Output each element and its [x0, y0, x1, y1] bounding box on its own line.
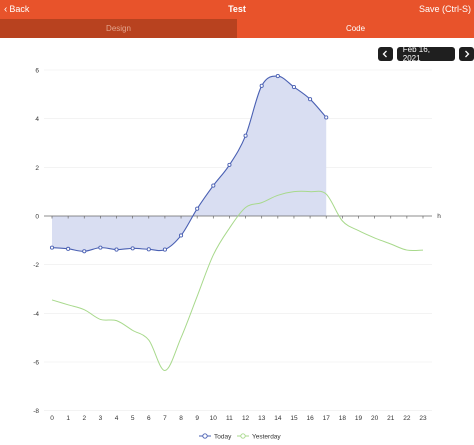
- x-tick-label: 17: [323, 415, 331, 422]
- y-tick-label: -4: [33, 311, 39, 318]
- x-tick-label: 18: [339, 415, 347, 422]
- data-point: [324, 115, 329, 120]
- data-point: [49, 245, 55, 250]
- tab-design[interactable]: Design: [0, 19, 237, 38]
- data-point: [211, 183, 216, 188]
- y-tick-label: -2: [33, 262, 39, 269]
- data-point: [114, 247, 119, 252]
- page-title: Test: [228, 4, 246, 14]
- back-label: Back: [9, 4, 30, 14]
- x-tick-label: 6: [147, 415, 151, 422]
- back-button[interactable]: ‹ Back: [4, 4, 29, 14]
- x-tick-label: 0: [50, 415, 54, 422]
- y-tick-label: 2: [35, 165, 39, 172]
- x-tick-label: 23: [419, 415, 427, 422]
- y-tick-label: -6: [33, 360, 39, 367]
- navbar: ‹ Back Test Save (Ctrl-S): [0, 0, 474, 19]
- x-tick-label: 10: [210, 415, 218, 422]
- data-point: [243, 133, 248, 138]
- x-tick-label: 14: [274, 415, 282, 422]
- data-point: [195, 206, 200, 211]
- x-tick-label: 11: [226, 415, 233, 422]
- chevron-left-icon: [382, 50, 388, 58]
- data-point: [82, 249, 87, 254]
- data-point: [259, 83, 264, 88]
- next-day-button[interactable]: [459, 47, 474, 61]
- data-point: [178, 233, 184, 238]
- x-tick-label: 13: [258, 415, 266, 422]
- legend-entry-label: Today: [214, 433, 232, 440]
- y-tick-label: 6: [35, 68, 39, 75]
- data-point: [146, 247, 151, 252]
- date-label[interactable]: Feb 16, 2021: [396, 45, 456, 63]
- y-tick-label: 0: [35, 214, 39, 221]
- date-picker: Feb 16, 2021: [378, 45, 474, 63]
- x-tick-label: 2: [82, 415, 86, 422]
- prev-day-button[interactable]: [378, 47, 393, 61]
- x-tick-label: 9: [195, 415, 199, 422]
- x-tick-label: 15: [290, 415, 298, 422]
- data-point: [162, 247, 167, 252]
- x-tick-label: 5: [131, 415, 135, 422]
- tab-code[interactable]: Code: [237, 19, 474, 38]
- x-tick-label: 22: [403, 415, 411, 422]
- legend-swatch-marker: [240, 433, 246, 439]
- chevron-right-icon: [464, 50, 470, 58]
- x-tick-label: 8: [179, 415, 183, 422]
- legend-swatch-marker: [202, 433, 208, 439]
- data-point: [291, 84, 297, 90]
- x-tick-label: 7: [163, 415, 167, 422]
- data-point: [308, 97, 313, 102]
- series-area-today: [52, 76, 327, 252]
- x-tick-label: 21: [387, 415, 395, 422]
- x-tick-label: 19: [355, 415, 363, 422]
- x-tick-label: 20: [371, 415, 379, 422]
- tab-bar: Design Code: [0, 19, 474, 38]
- x-axis-label: h: [437, 213, 441, 220]
- series-line-yesterday: [51, 190, 424, 372]
- y-tick-label: 4: [35, 116, 39, 123]
- data-point: [275, 74, 280, 79]
- data-point: [227, 162, 232, 167]
- x-tick-label: 4: [115, 415, 119, 422]
- x-tick-label: 16: [306, 415, 314, 422]
- chevron-left-icon: ‹: [4, 3, 8, 15]
- y-tick-label: -8: [33, 408, 39, 415]
- x-tick-label: 1: [66, 415, 70, 422]
- x-tick-label: 12: [242, 415, 250, 422]
- data-point: [130, 246, 135, 251]
- x-tick-label: 3: [99, 415, 103, 422]
- data-point: [98, 245, 103, 250]
- legend-entry-label: Yesterday: [252, 433, 281, 440]
- save-button[interactable]: Save (Ctrl-S): [418, 4, 471, 14]
- data-point: [66, 246, 71, 251]
